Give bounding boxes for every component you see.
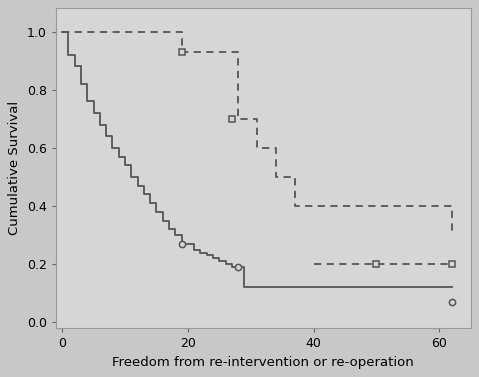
X-axis label: Freedom from re-intervention or re-operation: Freedom from re-intervention or re-opera… (113, 356, 414, 369)
Y-axis label: Cumulative Survival: Cumulative Survival (8, 101, 22, 235)
